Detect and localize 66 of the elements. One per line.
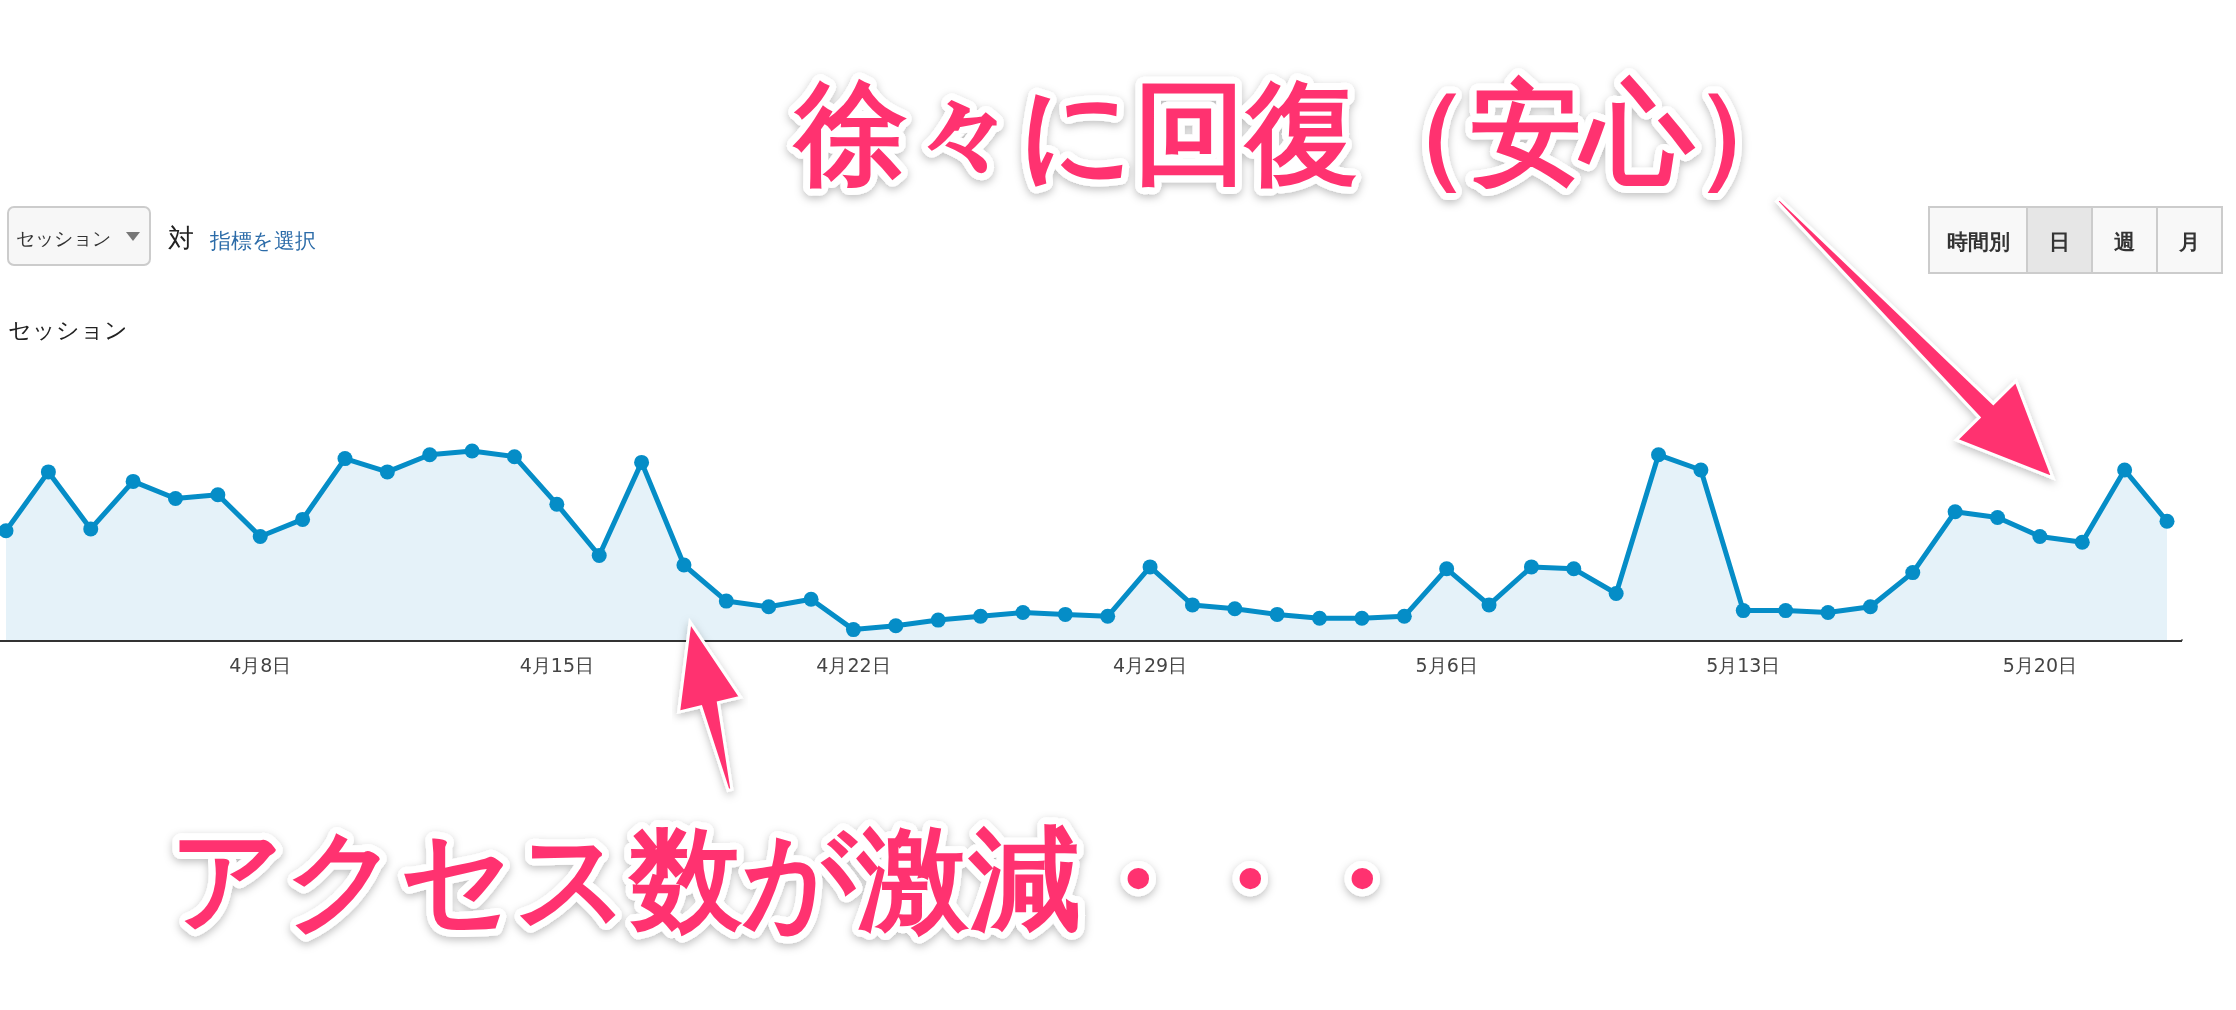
point xyxy=(1100,608,1116,624)
x-tick-label: 5月6日 xyxy=(1415,654,1478,676)
text: 指標を選択 xyxy=(209,229,316,253)
point xyxy=(0,523,14,539)
point xyxy=(1905,565,1921,581)
x-tick-label: 5月20日 xyxy=(2002,654,2078,676)
point xyxy=(337,451,353,467)
point xyxy=(1820,605,1836,620)
point xyxy=(1184,597,1200,613)
point xyxy=(1990,510,2006,525)
point xyxy=(973,608,989,624)
point xyxy=(125,473,141,489)
text: アクセス数が激減・・・ xyxy=(170,814,1417,944)
point xyxy=(845,622,861,638)
point xyxy=(1566,561,1582,577)
point xyxy=(1439,561,1455,577)
point xyxy=(2074,534,2090,550)
point xyxy=(2032,529,2048,544)
point xyxy=(1227,601,1243,617)
point xyxy=(2159,513,2175,529)
point xyxy=(718,593,734,609)
point xyxy=(422,447,438,463)
point xyxy=(1312,610,1328,626)
x-tick-label: 4月15日 xyxy=(519,654,594,676)
text: 徐々に回復（安心） xyxy=(792,68,1806,198)
point xyxy=(252,529,268,544)
point xyxy=(803,591,819,607)
point xyxy=(634,454,650,470)
point xyxy=(1015,605,1031,620)
point xyxy=(1481,597,1497,613)
point xyxy=(549,496,565,512)
point xyxy=(888,618,904,634)
point xyxy=(676,557,692,573)
point xyxy=(1735,603,1751,619)
point xyxy=(930,612,946,628)
point xyxy=(761,599,777,615)
point xyxy=(1947,504,1963,520)
point xyxy=(1778,603,1794,619)
period-buttons: 時間別 日 週 月 xyxy=(1928,206,2223,274)
x-tick-label: 4月29日 xyxy=(1112,654,1188,676)
point xyxy=(1693,462,1709,478)
point xyxy=(1523,559,1539,575)
point xyxy=(1396,608,1412,624)
text: 対 xyxy=(168,223,194,253)
point xyxy=(210,487,226,503)
point xyxy=(295,511,311,527)
point xyxy=(1269,606,1285,622)
point xyxy=(167,491,183,506)
x-tick-label: 4月22日 xyxy=(816,654,891,676)
point xyxy=(1142,559,1158,575)
point xyxy=(2117,462,2133,478)
point xyxy=(506,449,522,465)
metric-dropdown: セッション xyxy=(7,206,151,266)
point xyxy=(83,521,99,537)
x-tick-label: 4月8日 xyxy=(229,654,292,676)
point xyxy=(1608,586,1624,601)
x-tick-label: 5月13日 xyxy=(1706,654,1781,676)
point xyxy=(40,464,56,480)
point xyxy=(1354,610,1370,626)
point xyxy=(464,443,480,459)
point xyxy=(591,548,607,563)
point xyxy=(379,464,395,480)
point xyxy=(1651,447,1667,463)
point xyxy=(1057,606,1073,622)
y-axis-title: セッション xyxy=(8,317,128,343)
point xyxy=(1862,599,1878,615)
